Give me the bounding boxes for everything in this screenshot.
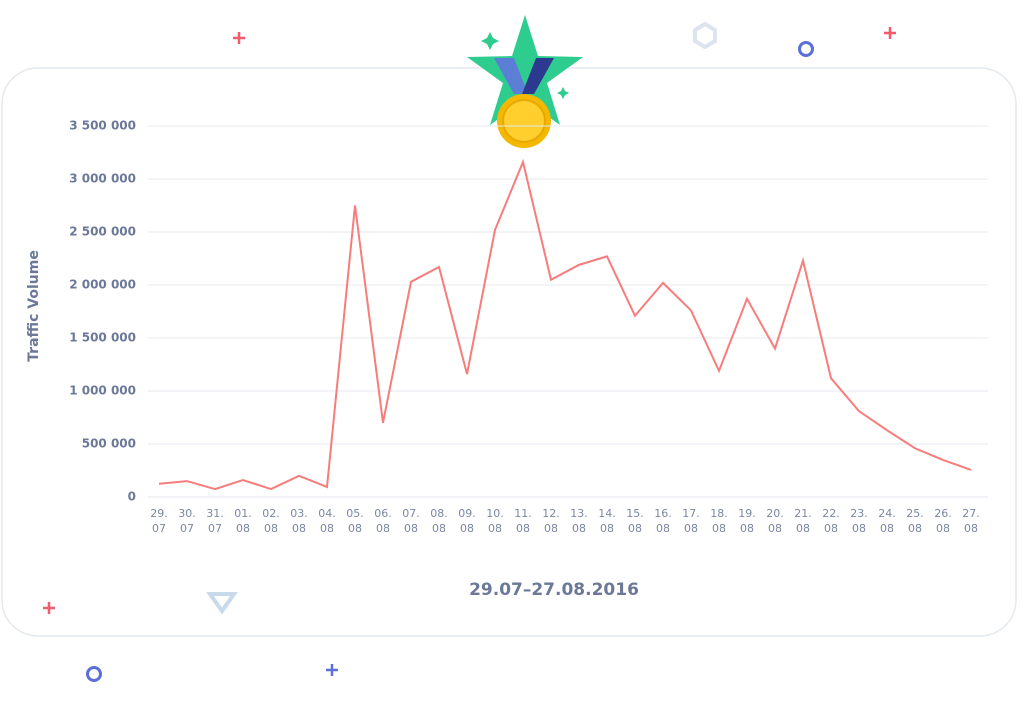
x-tick-label: 18. 08 <box>710 507 728 535</box>
x-tick-label: 14. 08 <box>598 507 616 535</box>
y-tick-label: 3 500 000 <box>69 119 136 133</box>
x-tick-label: 11. 08 <box>514 507 532 535</box>
x-tick-label: 07. 08 <box>402 507 420 535</box>
decoration <box>1 15 1017 682</box>
x-tick-label: 21. 08 <box>794 507 812 535</box>
x-tick-label: 29. 07 <box>150 507 168 535</box>
x-axis-label: 29.07–27.08.2016 <box>469 580 639 600</box>
x-tick-label: 09. 08 <box>458 507 476 535</box>
y-axis-label: Traffic Volume <box>26 250 42 362</box>
x-tick-label: 22. 08 <box>822 507 840 535</box>
x-tick-label: 27. 08 <box>962 507 980 535</box>
x-tick-label: 01. 08 <box>234 507 252 535</box>
x-tick-label: 26. 08 <box>934 507 952 535</box>
x-tick-label: 02. 08 <box>262 507 280 535</box>
y-tick-label: 1 000 000 <box>69 384 136 398</box>
y-tick-label: 2 500 000 <box>69 225 136 239</box>
x-tick-label: 13. 08 <box>570 507 588 535</box>
x-tick-label: 05. 08 <box>346 507 364 535</box>
y-tick-label: 2 000 000 <box>69 278 136 292</box>
x-tick-label: 06. 08 <box>374 507 392 535</box>
x-tick-label: 12. 08 <box>542 507 560 535</box>
x-tick-label: 15. 08 <box>626 507 644 535</box>
y-tick-label: 500 000 <box>82 437 136 451</box>
x-tick-label: 30. 07 <box>178 507 196 535</box>
x-tick-label: 23. 08 <box>850 507 868 535</box>
x-tick-label: 25. 08 <box>906 507 924 535</box>
x-tick-label: 16. 08 <box>654 507 672 535</box>
data-line <box>158 158 972 491</box>
x-tick-label: 04. 08 <box>318 507 336 535</box>
x-tick-label: 08. 08 <box>430 507 448 535</box>
y-tick-label: 0 <box>128 490 136 504</box>
x-tick-label: 20. 08 <box>766 507 784 535</box>
x-tick-label: 10. 08 <box>486 507 504 535</box>
y-tick-label: 1 500 000 <box>69 331 136 345</box>
x-tick-label: 19. 08 <box>738 507 756 535</box>
y-tick-label: 3 000 000 <box>69 172 136 186</box>
x-tick-label: 03. 08 <box>290 507 308 535</box>
x-tick-label: 31. 07 <box>206 507 224 535</box>
x-tick-label: 17. 08 <box>682 507 700 535</box>
x-tick-label: 24. 08 <box>878 507 896 535</box>
